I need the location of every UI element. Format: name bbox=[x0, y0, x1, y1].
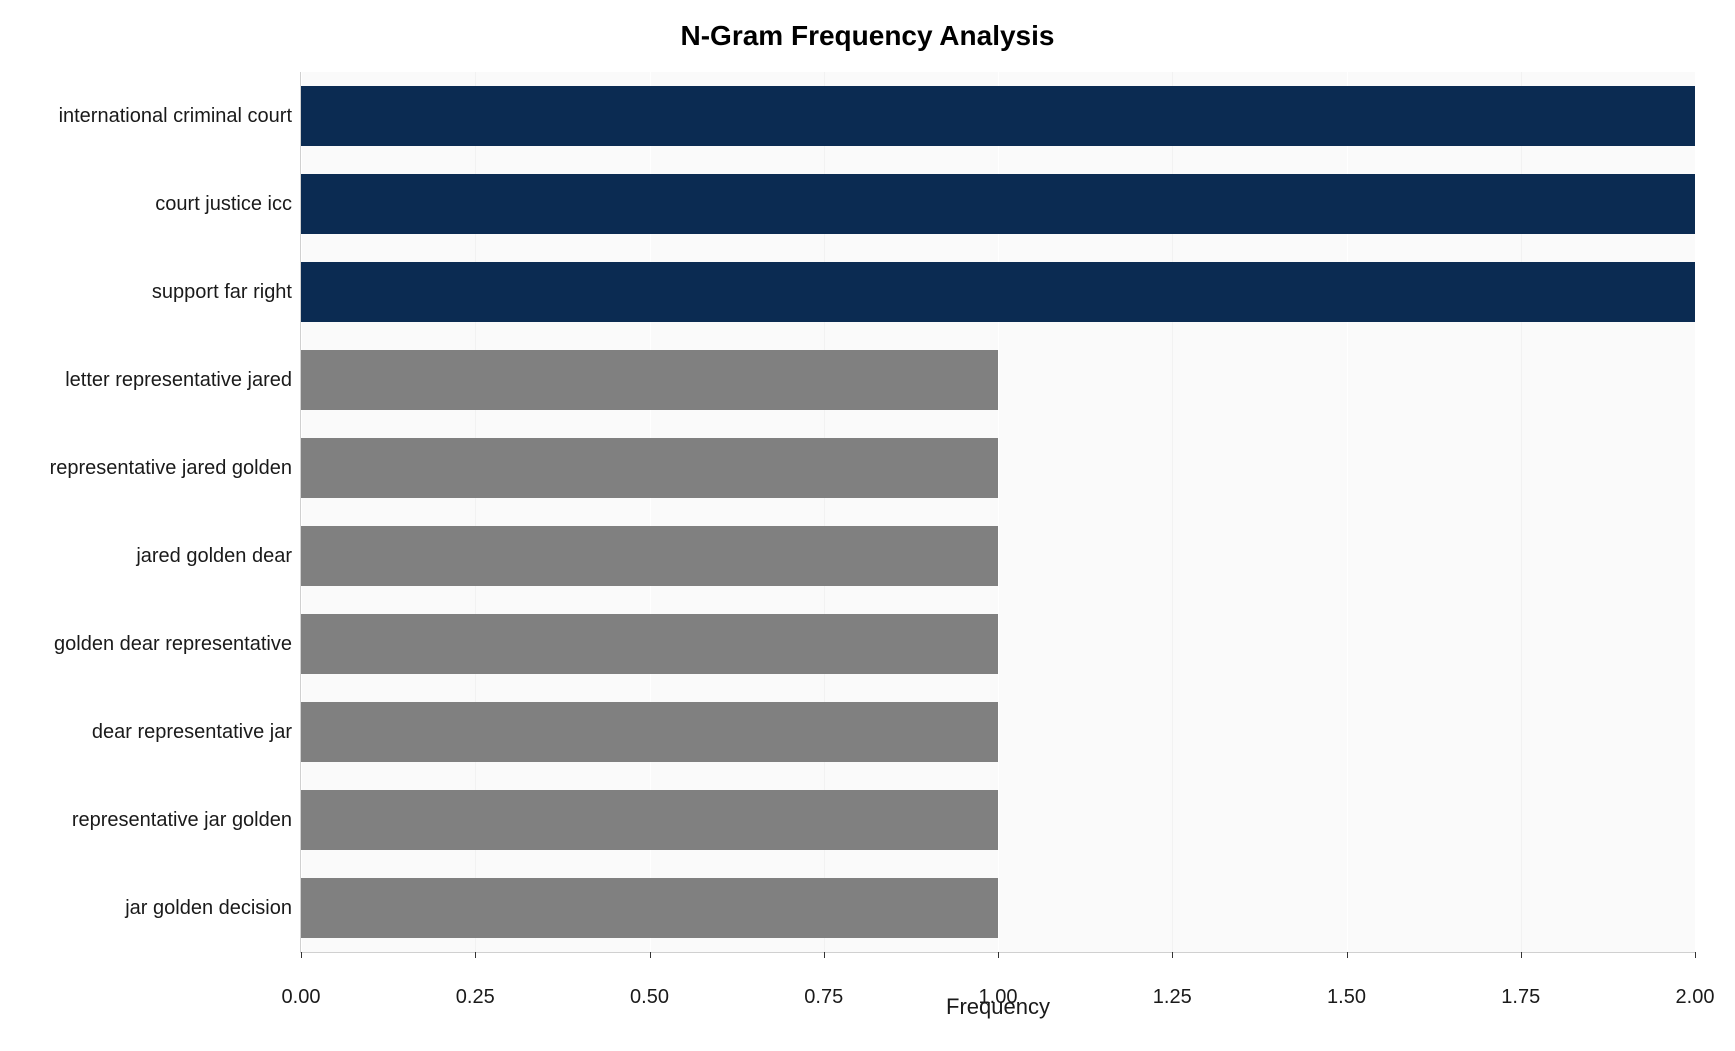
y-tick-label: representative jar golden bbox=[40, 809, 292, 832]
x-tick bbox=[998, 952, 999, 958]
bar-slot bbox=[301, 688, 1695, 776]
bar bbox=[301, 614, 998, 674]
bar-slot bbox=[301, 512, 1695, 600]
bar bbox=[301, 86, 1695, 146]
bar-slot bbox=[301, 336, 1695, 424]
bar bbox=[301, 174, 1695, 234]
bar-slot bbox=[301, 424, 1695, 512]
y-tick-label: international criminal court bbox=[40, 105, 292, 128]
y-axis: international criminal court court justic… bbox=[40, 72, 300, 953]
y-tick-label: jar golden decision bbox=[40, 897, 292, 920]
bar bbox=[301, 350, 998, 410]
x-tick bbox=[1695, 952, 1696, 958]
x-tick bbox=[301, 952, 302, 958]
ngram-chart: N-Gram Frequency Analysis international … bbox=[0, 0, 1735, 1051]
bar bbox=[301, 438, 998, 498]
bar bbox=[301, 526, 998, 586]
plot-area: 0.000.250.500.751.001.251.501.752.00 Fre… bbox=[300, 72, 1695, 953]
plot-wrapper: international criminal court court justic… bbox=[40, 72, 1695, 953]
bar bbox=[301, 878, 998, 938]
x-tick bbox=[1347, 952, 1348, 958]
bar-slot bbox=[301, 776, 1695, 864]
bar-slot bbox=[301, 248, 1695, 336]
y-tick-label: letter representative jared bbox=[40, 369, 292, 392]
y-tick-label: jared golden dear bbox=[40, 545, 292, 568]
bar-slot bbox=[301, 160, 1695, 248]
bar-slot bbox=[301, 600, 1695, 688]
x-tick bbox=[824, 952, 825, 958]
bar-slot bbox=[301, 864, 1695, 952]
x-ticks bbox=[301, 952, 1695, 958]
y-tick-label: dear representative jar bbox=[40, 721, 292, 744]
y-tick-label: golden dear representative bbox=[40, 633, 292, 656]
y-tick-label: court justice icc bbox=[40, 193, 292, 216]
chart-title: N-Gram Frequency Analysis bbox=[40, 20, 1695, 52]
x-tick bbox=[475, 952, 476, 958]
y-tick-label: support far right bbox=[40, 281, 292, 304]
y-tick-label: representative jared golden bbox=[40, 457, 292, 480]
x-axis-title: Frequency bbox=[301, 994, 1695, 1020]
x-tick bbox=[650, 952, 651, 958]
bars-layer bbox=[301, 72, 1695, 952]
bar bbox=[301, 262, 1695, 322]
gridline-major bbox=[1695, 72, 1696, 952]
bar bbox=[301, 790, 998, 850]
x-tick bbox=[1521, 952, 1522, 958]
bar-slot bbox=[301, 72, 1695, 160]
x-tick bbox=[1172, 952, 1173, 958]
bar bbox=[301, 702, 998, 762]
